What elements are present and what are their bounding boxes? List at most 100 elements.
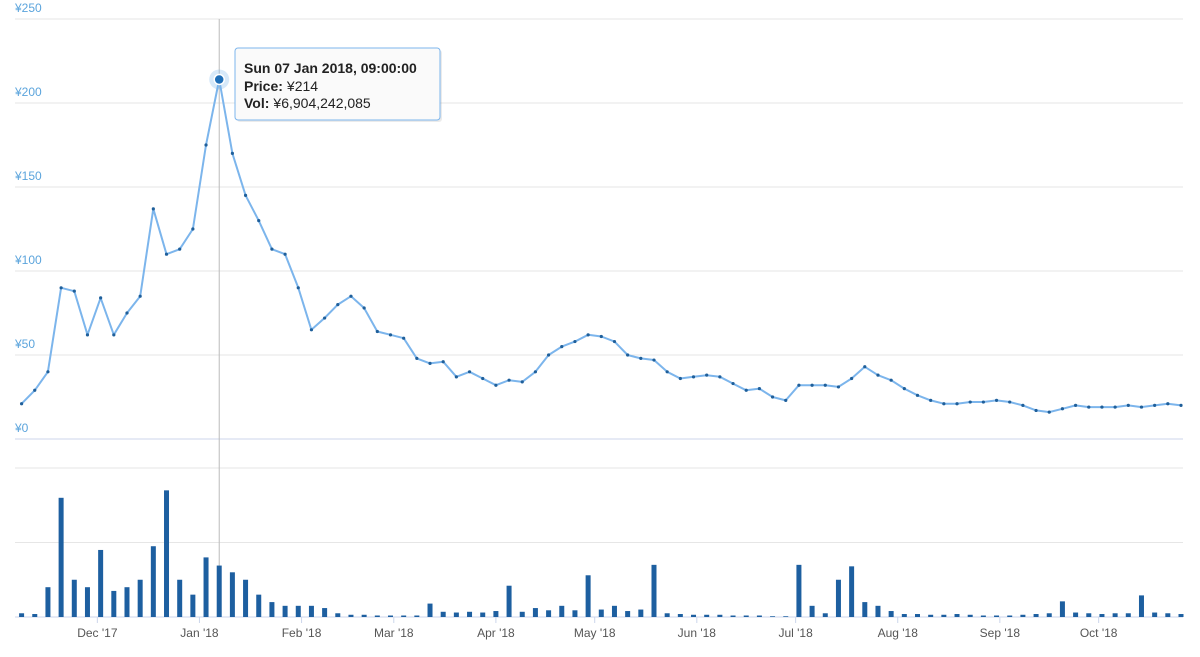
x-tick-label: Sep '18 bbox=[980, 626, 1021, 640]
volume-bar bbox=[1073, 612, 1079, 617]
volume-bar bbox=[770, 616, 776, 617]
volume-bar bbox=[862, 602, 868, 617]
price-point bbox=[362, 306, 366, 310]
price-point bbox=[72, 289, 76, 293]
price-point bbox=[599, 334, 603, 339]
volume-bar bbox=[914, 614, 920, 617]
volume-bar bbox=[875, 605, 881, 617]
price-point bbox=[560, 345, 564, 349]
price-point bbox=[204, 143, 208, 147]
price-point bbox=[415, 356, 419, 360]
price-point bbox=[164, 252, 169, 256]
price-point bbox=[296, 286, 300, 290]
y-tick-label: ¥250 bbox=[14, 1, 42, 15]
price-point bbox=[1113, 405, 1117, 409]
volume-bar bbox=[190, 594, 196, 617]
price-point bbox=[770, 395, 775, 399]
price-point bbox=[283, 252, 287, 256]
price-point bbox=[520, 380, 524, 384]
price-point bbox=[929, 398, 933, 402]
price-point bbox=[863, 365, 867, 369]
volume-bar bbox=[1152, 612, 1158, 617]
price-point bbox=[191, 227, 195, 231]
volume-bar bbox=[835, 579, 841, 617]
price-point bbox=[151, 207, 155, 211]
volume-bar bbox=[638, 609, 644, 617]
price-point bbox=[230, 151, 234, 155]
volume-bar bbox=[796, 564, 802, 617]
tooltip-price-label: Price: bbox=[244, 78, 283, 94]
price-point bbox=[850, 376, 854, 381]
price-point bbox=[1166, 402, 1170, 406]
tooltip-box bbox=[234, 47, 441, 121]
price-point bbox=[784, 398, 788, 402]
price-point bbox=[586, 333, 590, 337]
volume-bar bbox=[704, 614, 710, 617]
price-point bbox=[994, 398, 999, 402]
price-point bbox=[454, 375, 458, 379]
volume-bar bbox=[480, 612, 486, 617]
price-point bbox=[428, 361, 432, 365]
y-tick-label: ¥200 bbox=[14, 85, 42, 99]
price-point bbox=[494, 383, 498, 387]
price-point bbox=[270, 247, 274, 251]
volume-bar bbox=[809, 605, 815, 617]
hover-point bbox=[213, 73, 225, 86]
price-point bbox=[876, 373, 880, 377]
y-tick-label: ¥0 bbox=[14, 421, 29, 435]
tooltip-date: Sun 07 Jan 2018, 09:00:00 bbox=[244, 60, 417, 76]
volume-bar bbox=[374, 615, 380, 617]
price-point bbox=[1008, 400, 1012, 404]
volume-bar bbox=[664, 613, 670, 617]
price-point bbox=[823, 383, 827, 387]
price-point bbox=[981, 400, 985, 404]
price-point bbox=[902, 387, 906, 391]
price-point bbox=[836, 385, 841, 389]
tooltip-vol-value: ¥6,904,242,085 bbox=[272, 95, 371, 111]
price-point bbox=[652, 358, 656, 362]
price-point bbox=[626, 353, 630, 357]
price-point bbox=[889, 378, 893, 382]
volume-bar bbox=[1099, 614, 1105, 617]
y-tick-label: ¥100 bbox=[14, 253, 42, 267]
price-point bbox=[112, 333, 116, 337]
volume-bar bbox=[532, 608, 538, 617]
volume-bar bbox=[58, 497, 64, 617]
price-point bbox=[942, 402, 946, 406]
volume-bar bbox=[691, 614, 697, 617]
price-point bbox=[99, 296, 103, 300]
volume-bar bbox=[256, 594, 262, 617]
x-tick-label: May '18 bbox=[574, 626, 616, 640]
price-point bbox=[639, 356, 643, 360]
price-point bbox=[467, 370, 472, 374]
price-point bbox=[691, 375, 696, 379]
volume-bar bbox=[901, 614, 907, 617]
x-tick-label: Jan '18 bbox=[180, 626, 219, 640]
price-point bbox=[1073, 403, 1078, 407]
volume-bar bbox=[1033, 614, 1039, 617]
volume-bar bbox=[849, 566, 855, 617]
volume-bar bbox=[164, 490, 170, 617]
x-tick-label: Mar '18 bbox=[374, 626, 414, 640]
volume-bar bbox=[1046, 613, 1052, 617]
price-point bbox=[1100, 405, 1104, 409]
tooltip-vol-label: Vol: bbox=[244, 95, 269, 111]
volume-bar bbox=[954, 614, 960, 617]
volume-bar bbox=[348, 614, 354, 617]
volume-bar bbox=[453, 612, 459, 617]
volume-bar bbox=[401, 615, 407, 617]
volume-bar bbox=[967, 614, 973, 617]
volume-bar bbox=[243, 579, 249, 617]
price-point bbox=[1060, 407, 1065, 411]
volume-bar bbox=[717, 614, 723, 617]
price-point bbox=[533, 370, 538, 374]
volume-bar bbox=[928, 614, 934, 617]
volume-bar bbox=[440, 611, 446, 617]
price-point bbox=[85, 333, 90, 337]
price-point bbox=[33, 388, 37, 392]
tooltip-price: Price: ¥214 bbox=[244, 78, 318, 94]
price-point bbox=[138, 294, 142, 298]
volume-bar bbox=[888, 611, 894, 617]
volume-bar bbox=[585, 575, 591, 617]
volume-bar bbox=[1086, 613, 1092, 617]
